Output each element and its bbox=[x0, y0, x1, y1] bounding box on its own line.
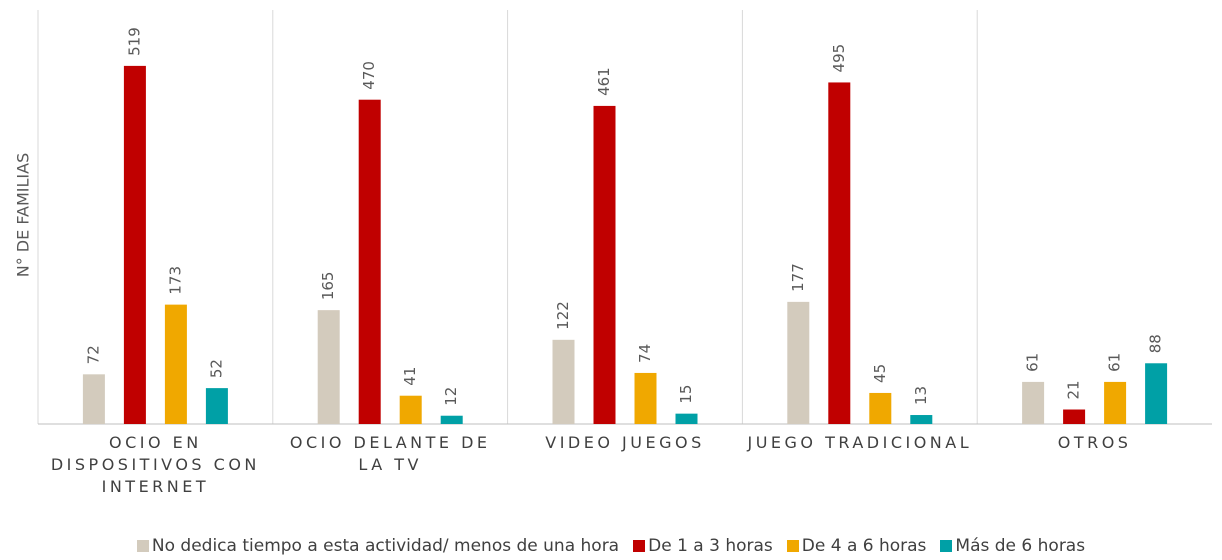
data-label: 12 bbox=[442, 387, 460, 406]
x-tick-label: OTROS bbox=[1057, 433, 1132, 452]
legend-swatch bbox=[633, 540, 646, 552]
bar bbox=[82, 374, 105, 424]
y-axis-label: N° DE FAMILIAS bbox=[14, 153, 33, 278]
data-label: 13 bbox=[912, 386, 930, 405]
legend-label: De 4 a 6 horas bbox=[801, 536, 927, 556]
data-label: 45 bbox=[871, 364, 889, 383]
legend-label: Más de 6 horas bbox=[955, 536, 1086, 556]
data-label: 470 bbox=[360, 61, 378, 90]
bar bbox=[634, 372, 657, 424]
data-label: 72 bbox=[84, 345, 102, 364]
legend: No dedica tiempo a esta actividad/ menos… bbox=[0, 536, 1222, 556]
legend-item: De 4 a 6 horas bbox=[786, 536, 927, 556]
bar bbox=[399, 395, 422, 424]
bar bbox=[205, 388, 228, 424]
bar bbox=[1022, 381, 1045, 424]
data-label: 15 bbox=[677, 385, 695, 404]
legend-item: De 1 a 3 horas bbox=[633, 536, 773, 556]
legend-item: Más de 6 horas bbox=[940, 536, 1085, 556]
x-tick-label: OCIO DELANTE DE LA TV bbox=[289, 433, 491, 474]
data-label: 495 bbox=[830, 44, 848, 73]
bar bbox=[1104, 381, 1127, 424]
bar bbox=[910, 415, 933, 424]
data-label: 52 bbox=[207, 359, 225, 378]
x-tick-label: VIDEO JUEGOS bbox=[545, 433, 705, 452]
x-tick-label: JUEGO TRADICIONAL bbox=[747, 433, 973, 452]
data-label: 519 bbox=[125, 27, 143, 56]
bar bbox=[164, 304, 187, 424]
data-label: 41 bbox=[401, 367, 419, 386]
bar bbox=[869, 392, 892, 424]
bar bbox=[1145, 363, 1168, 424]
data-label: 165 bbox=[319, 272, 337, 301]
legend-label: De 1 a 3 horas bbox=[648, 536, 773, 556]
data-label: 88 bbox=[1147, 334, 1165, 353]
data-label: 122 bbox=[554, 301, 572, 330]
data-label: 74 bbox=[636, 344, 654, 363]
data-label: 21 bbox=[1065, 380, 1083, 399]
bar bbox=[675, 413, 698, 424]
legend-label: No dedica tiempo a esta actividad/ menos… bbox=[151, 536, 620, 556]
bar bbox=[358, 99, 381, 424]
bar bbox=[440, 415, 463, 424]
legend-swatch bbox=[136, 540, 149, 552]
bar bbox=[552, 339, 575, 424]
bar bbox=[593, 105, 616, 424]
data-label: 461 bbox=[595, 67, 613, 96]
legend-swatch bbox=[940, 540, 953, 552]
bar bbox=[317, 310, 340, 424]
bar bbox=[123, 65, 146, 424]
legend-swatch bbox=[786, 540, 799, 552]
data-label: 177 bbox=[789, 263, 807, 292]
legend-item: No dedica tiempo a esta actividad/ menos… bbox=[136, 536, 620, 556]
plot: N° DE FAMILIAS 72 519 173 52 165 470 41 12 122 46… bbox=[14, 10, 1212, 425]
data-label: 173 bbox=[166, 266, 184, 295]
bar bbox=[828, 82, 851, 424]
bar bbox=[1063, 409, 1086, 424]
x-tick-label: OCIO EN DISPOSITIVOS CON INTERNET bbox=[50, 433, 260, 496]
bar bbox=[787, 301, 810, 424]
data-label: 61 bbox=[1024, 353, 1042, 372]
data-label: 61 bbox=[1106, 353, 1124, 372]
